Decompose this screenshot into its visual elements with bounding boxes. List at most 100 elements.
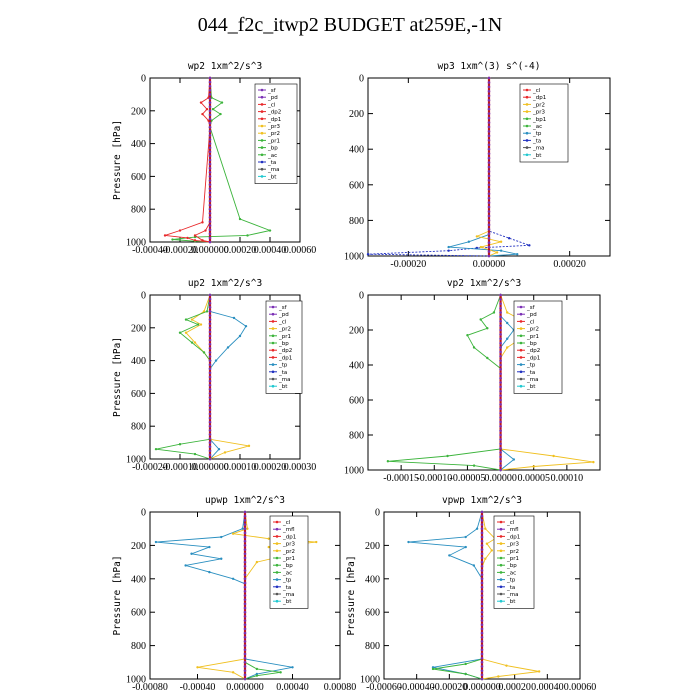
y-tick-label: 800 xyxy=(349,431,364,442)
legend-label: _mfl xyxy=(282,527,295,533)
series-line-tp xyxy=(209,295,247,460)
zero-profile-marker xyxy=(208,367,212,371)
zero-profile-marker xyxy=(480,519,484,522)
series-point-pr1 xyxy=(464,662,467,666)
zero-profile-marker xyxy=(499,420,502,424)
zero-profile-marker xyxy=(208,84,212,88)
zero-profile-marker xyxy=(208,310,212,313)
zero-profile-marker xyxy=(499,433,502,437)
legend-marker-dp2 xyxy=(260,110,264,113)
legend-label: _bt xyxy=(532,153,542,159)
legend-label: _pr2 xyxy=(282,549,295,555)
zero-profile-marker xyxy=(499,372,502,376)
zero-profile-marker xyxy=(243,590,247,593)
x-tick-label: 0.000000 xyxy=(463,682,501,693)
y-tick-label: 1000 xyxy=(126,675,146,686)
series-point-pr2 xyxy=(479,245,483,249)
zero-profile-marker xyxy=(499,354,502,358)
series-point-dp2 xyxy=(193,234,197,237)
zero-profile-marker xyxy=(480,627,484,631)
zero-profile-marker xyxy=(208,396,212,399)
zero-profile-marker xyxy=(487,196,491,200)
y-tick-label: 200 xyxy=(131,541,146,552)
legend-label: _tp xyxy=(526,363,536,369)
zero-profile-marker xyxy=(208,220,212,223)
zero-profile-marker xyxy=(480,673,484,677)
zero-profile-marker xyxy=(487,183,491,187)
legend-marker-cl xyxy=(275,520,279,524)
legend-marker-bp xyxy=(275,563,279,567)
series-point-pr2 xyxy=(223,451,227,454)
series-point-pr2 xyxy=(485,542,489,545)
series-point-pr1 xyxy=(486,327,489,330)
zero-profile-marker xyxy=(487,143,491,147)
zero-profile-marker xyxy=(480,523,484,526)
y-tick-label: 600 xyxy=(365,608,380,619)
x-tick-label: 0.00030 xyxy=(284,462,317,473)
zero-profile-marker xyxy=(480,619,484,622)
legend-label: _ac xyxy=(532,124,542,130)
zero-profile-marker xyxy=(487,250,491,253)
zero-profile-marker xyxy=(243,665,247,668)
series-point-tp xyxy=(506,321,509,325)
legend-label: _bt xyxy=(282,599,292,605)
legend-marker-ma xyxy=(271,377,275,381)
zero-profile-marker xyxy=(208,76,212,80)
zero-profile-marker xyxy=(480,677,484,681)
series-point-ta xyxy=(447,249,450,252)
zero-profile-marker xyxy=(480,573,484,576)
legend-marker-cl xyxy=(271,320,275,323)
zero-profile-marker xyxy=(480,598,484,601)
zero-profile-marker xyxy=(208,416,212,420)
zero-profile-marker xyxy=(243,544,247,547)
series-point-tp xyxy=(448,554,451,557)
legend-marker-pr1 xyxy=(519,334,523,338)
zero-profile-marker xyxy=(243,523,247,526)
series-point-pr2 xyxy=(552,454,555,458)
legend-marker-dp2 xyxy=(519,348,523,352)
y-tick-label: 800 xyxy=(131,422,146,433)
series-point-pr1 xyxy=(178,331,182,334)
zero-profile-marker xyxy=(243,510,247,514)
legend-marker-pr2 xyxy=(275,549,279,553)
legend-label: _bt xyxy=(267,174,277,180)
series-point-pr2 xyxy=(490,549,493,552)
zero-profile-marker xyxy=(499,298,502,301)
series-point-tp xyxy=(217,447,221,451)
legend-label: _ta xyxy=(532,138,541,144)
legend-marker-tp xyxy=(499,578,503,581)
zero-profile-marker xyxy=(487,161,491,164)
zero-profile-marker xyxy=(208,355,212,358)
legend-label: _ma xyxy=(278,377,290,383)
x-tick-label: -0.00040 xyxy=(180,682,216,693)
zero-profile-marker xyxy=(487,179,491,182)
legend-marker-bt xyxy=(275,599,279,603)
legend-marker-bp xyxy=(260,146,264,149)
zero-profile-marker xyxy=(208,338,212,342)
panel-6: vpwp 1xm^2/s^3 Pressure [hPa] 0 200 400 600 80… xyxy=(346,495,596,693)
legend-label: _ta xyxy=(278,370,287,376)
figure-title: 044_f2c_itwp2 BUDGET at259E,-1N xyxy=(197,14,503,36)
series-point-tp xyxy=(467,240,471,243)
plot-frame xyxy=(367,294,601,471)
legend-marker-ta xyxy=(275,585,279,589)
legend-marker-pr1 xyxy=(499,556,503,560)
legend-label: _dp2 xyxy=(526,348,540,354)
zero-profile-marker xyxy=(499,416,502,419)
series-point-ta xyxy=(507,237,511,240)
zero-profile-marker xyxy=(208,130,212,133)
zero-profile-marker xyxy=(208,121,212,125)
legend-label: _ta xyxy=(267,160,276,166)
zero-profile-marker xyxy=(243,552,247,556)
plot-frame xyxy=(149,77,301,243)
zero-profile-marker xyxy=(243,640,247,643)
zero-profile-marker xyxy=(243,661,247,664)
series-point-pr1 xyxy=(196,323,200,326)
zero-profile-marker xyxy=(208,334,212,338)
zero-profile-marker xyxy=(487,90,491,93)
zero-profile-marker xyxy=(480,581,484,585)
legend-marker-tp xyxy=(519,363,523,366)
panel-2: wp3 1xm^(3) s^(-4) 0 200 400 600 800 1000 -0.00… xyxy=(344,61,611,270)
legend-marker-ac xyxy=(499,571,503,574)
legend-marker-bp1 xyxy=(525,117,529,121)
